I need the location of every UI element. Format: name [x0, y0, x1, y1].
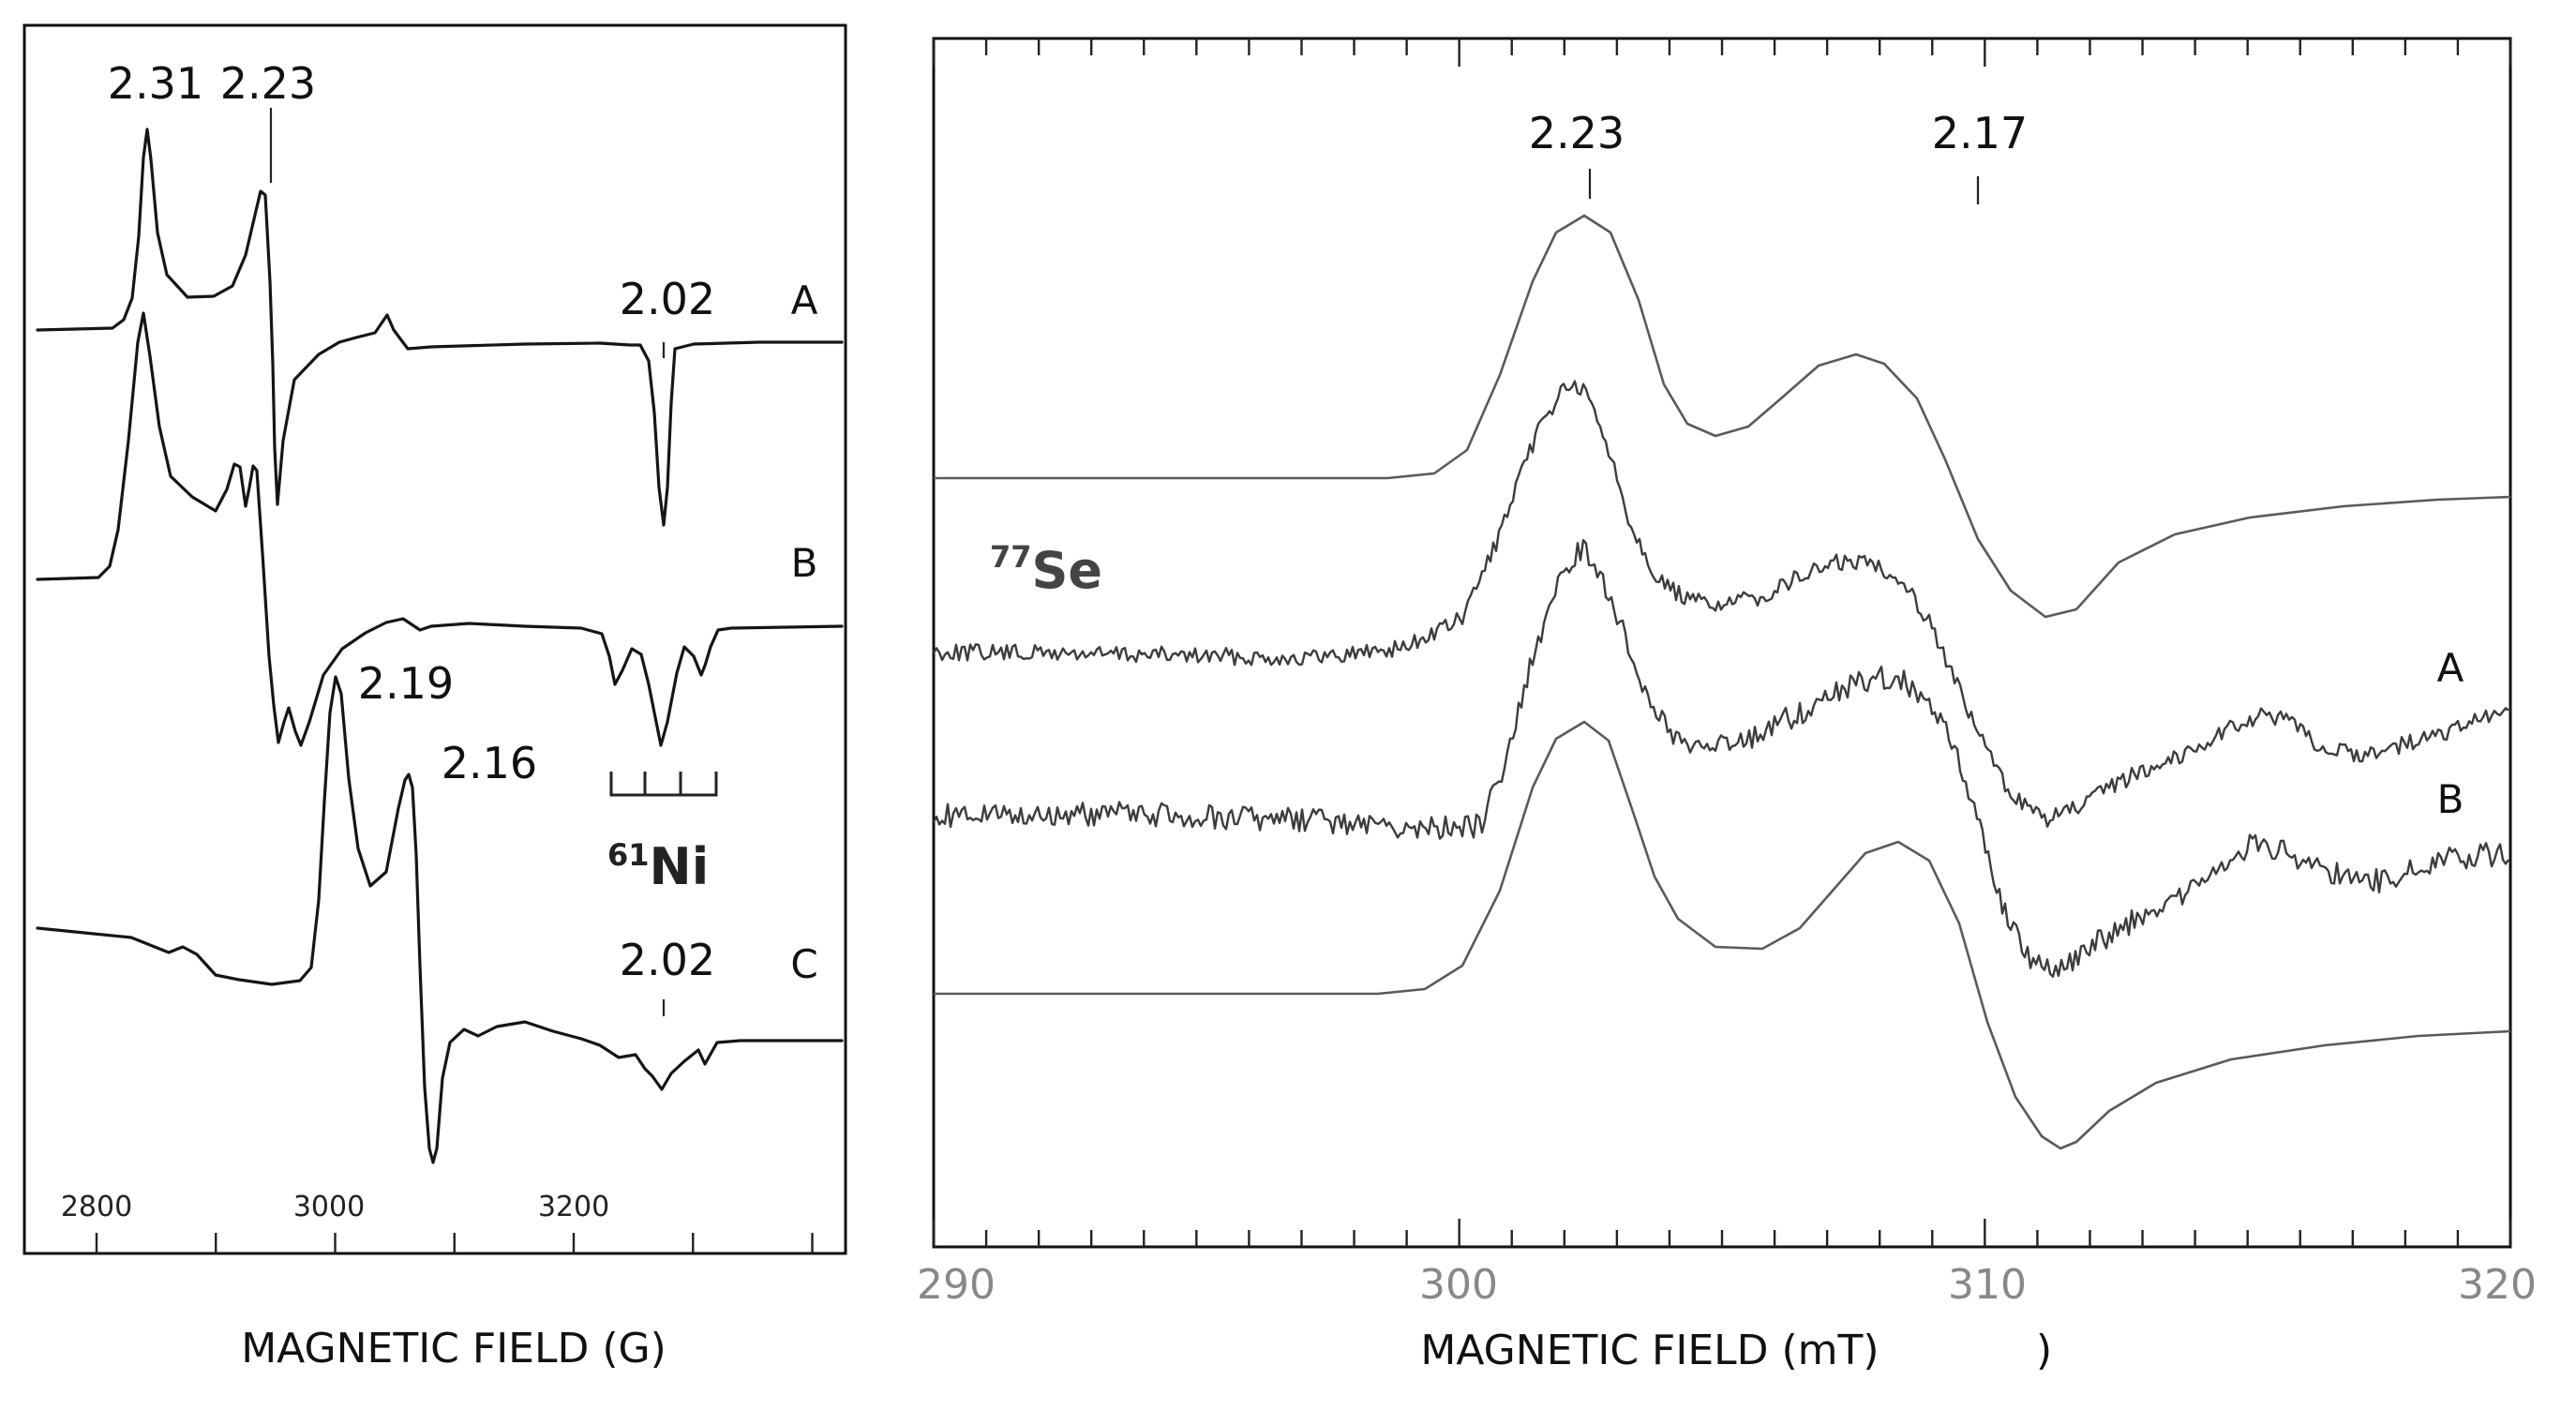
- trace-label-a-right: A: [2437, 645, 2464, 691]
- trace-label-b-right: B: [2437, 776, 2464, 822]
- right-plot-frame: [932, 37, 2512, 1249]
- right-simulation-top: [934, 214, 2511, 619]
- right-panel: 290 300 310 320 2.23 2.17 77Se A B MAGNE…: [917, 37, 2537, 1374]
- g-label-2-17: 2.17: [1932, 108, 2028, 158]
- right-tick-label-300: 300: [1419, 1261, 1498, 1309]
- right-series-b: [932, 539, 2509, 978]
- left-tick-label-3000: 3000: [293, 1191, 365, 1223]
- left-x-axis-title: MAGNETIC FIELD (G): [241, 1325, 666, 1372]
- g-label-2-02-c: 2.02: [620, 935, 715, 985]
- isotope-ni-symbol: Ni: [650, 837, 710, 896]
- right-series-a: [932, 380, 2509, 828]
- g-label-2-31: 2.31: [108, 58, 203, 109]
- g-label-2-02-a: 2.02: [620, 274, 715, 324]
- left-series-b: [36, 311, 844, 747]
- right-x-ticks: [932, 38, 2512, 1247]
- right-tick-label-290: 290: [917, 1261, 996, 1309]
- left-x-ticks: [95, 1233, 814, 1253]
- right-x-axis-title-suffix: ): [2036, 1327, 2052, 1374]
- trace-label-a-left: A: [791, 278, 818, 323]
- right-tick-label-320: 320: [2458, 1261, 2537, 1309]
- isotope-61-mass: 61: [607, 837, 650, 873]
- isotope-77-mass: 77: [990, 539, 1032, 575]
- isotope-se-symbol: Se: [1032, 541, 1103, 600]
- left-panel: 2800 3000 3200 2.31 2.23 2.02 2.19 2.16 …: [22, 23, 847, 1372]
- trace-label-b-left: B: [791, 540, 818, 586]
- g-label-2-16: 2.16: [442, 738, 537, 788]
- isotope-77se-label: 77Se: [990, 539, 1102, 600]
- right-x-axis-title: MAGNETIC FIELD (mT): [1420, 1327, 1879, 1374]
- g-label-2-23-left: 2.23: [220, 58, 316, 109]
- right-simulation-bottom: [934, 720, 2511, 1150]
- left-tick-label-2800: 2800: [61, 1191, 132, 1223]
- isotope-61ni-label: 61Ni: [607, 837, 709, 896]
- ni-hyperfine-stick-diagram: [609, 772, 718, 797]
- left-series-c: [36, 675, 844, 1164]
- left-plot-frame: [22, 23, 847, 1255]
- g-label-2-23-right: 2.23: [1529, 108, 1625, 158]
- left-tick-label-3200: 3200: [538, 1191, 609, 1223]
- left-series-a: [36, 128, 844, 527]
- right-tick-label-310: 310: [1948, 1261, 2027, 1309]
- g-label-2-19: 2.19: [358, 658, 454, 709]
- trace-label-c-left: C: [790, 941, 817, 987]
